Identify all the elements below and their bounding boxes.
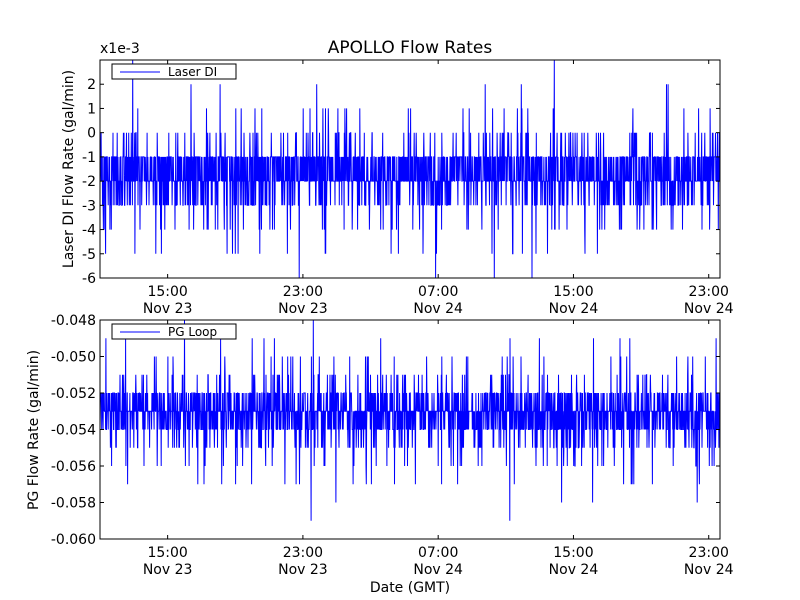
xtick-time-label-laser: 15:00 xyxy=(553,284,593,300)
xtick-date-label-laser: Nov 23 xyxy=(143,301,193,317)
ytick-label-laser: -5 xyxy=(82,247,96,263)
series-line-laser xyxy=(100,60,720,278)
xtick-time-label-laser: 07:00 xyxy=(418,284,458,300)
series-line-pg xyxy=(100,320,720,521)
legend-label-pg: PG Loop xyxy=(168,325,217,339)
figure-title: APOLLO Flow Rates xyxy=(328,38,493,58)
ylabel-bottom: PG Flow Rate (gal/min) xyxy=(26,350,42,510)
legend-box-laser xyxy=(111,63,237,80)
ytick-label-laser: 1 xyxy=(87,101,96,117)
ytick-label-pg: -0.054 xyxy=(51,423,96,439)
ytick-label-laser: -1 xyxy=(82,150,96,166)
xtick-date-label-laser: Nov 24 xyxy=(549,301,599,317)
ylabel-top: Laser DI Flow Rate (gal/min) xyxy=(61,70,77,268)
ytick-label-pg: -0.048 xyxy=(51,313,96,329)
ytick-label-pg: -0.058 xyxy=(51,496,96,512)
ytick-label-laser: 2 xyxy=(87,77,96,93)
ytick-label-pg: -0.050 xyxy=(51,350,96,366)
axes-frame-laser xyxy=(99,59,721,279)
xlabel-bottom: Date (GMT) xyxy=(370,580,450,596)
ytick-label-laser: -4 xyxy=(82,223,96,239)
ytick-label-laser: -3 xyxy=(82,198,96,214)
xtick-date-label-pg: Nov 24 xyxy=(684,562,734,578)
xtick-date-label-laser: Nov 24 xyxy=(684,301,734,317)
xtick-time-label-pg: 07:00 xyxy=(418,545,458,561)
xtick-date-label-laser: Nov 24 xyxy=(413,301,463,317)
xtick-time-label-pg: 15:00 xyxy=(553,545,593,561)
xtick-time-label-laser: 23:00 xyxy=(689,284,729,300)
xtick-date-label-pg: Nov 23 xyxy=(278,562,328,578)
xtick-date-label-pg: Nov 24 xyxy=(413,562,463,578)
xtick-time-label-pg: 15:00 xyxy=(147,545,187,561)
ytick-label-pg: -0.056 xyxy=(51,459,96,475)
xtick-date-label-pg: Nov 23 xyxy=(143,562,193,578)
ytick-label-pg: -0.060 xyxy=(51,532,96,548)
ytick-label-laser: 0 xyxy=(87,126,96,142)
plot-pg-loop: -0.060 -0.058 -0.056 -0.054 -0.052 -0.050 -0.0… xyxy=(51,313,734,578)
offset-text: x1e-3 xyxy=(100,41,140,57)
ytick-label-pg: -0.052 xyxy=(51,386,96,402)
legend-box-pg xyxy=(111,323,237,340)
ytick-label-laser: -6 xyxy=(82,271,96,287)
xtick-time-label-pg: 23:00 xyxy=(283,545,323,561)
xtick-date-label-laser: Nov 23 xyxy=(278,301,328,317)
xtick-time-label-laser: 15:00 xyxy=(147,284,187,300)
xtick-time-label-laser: 23:00 xyxy=(283,284,323,300)
xtick-time-label-pg: 23:00 xyxy=(689,545,729,561)
legend-label-laser: Laser DI xyxy=(168,65,217,79)
ytick-label-laser: -2 xyxy=(82,174,96,190)
legend-pg: PG Loop xyxy=(111,323,237,340)
xtick-date-label-pg: Nov 24 xyxy=(549,562,599,578)
legend-laser: Laser DI xyxy=(111,63,237,80)
